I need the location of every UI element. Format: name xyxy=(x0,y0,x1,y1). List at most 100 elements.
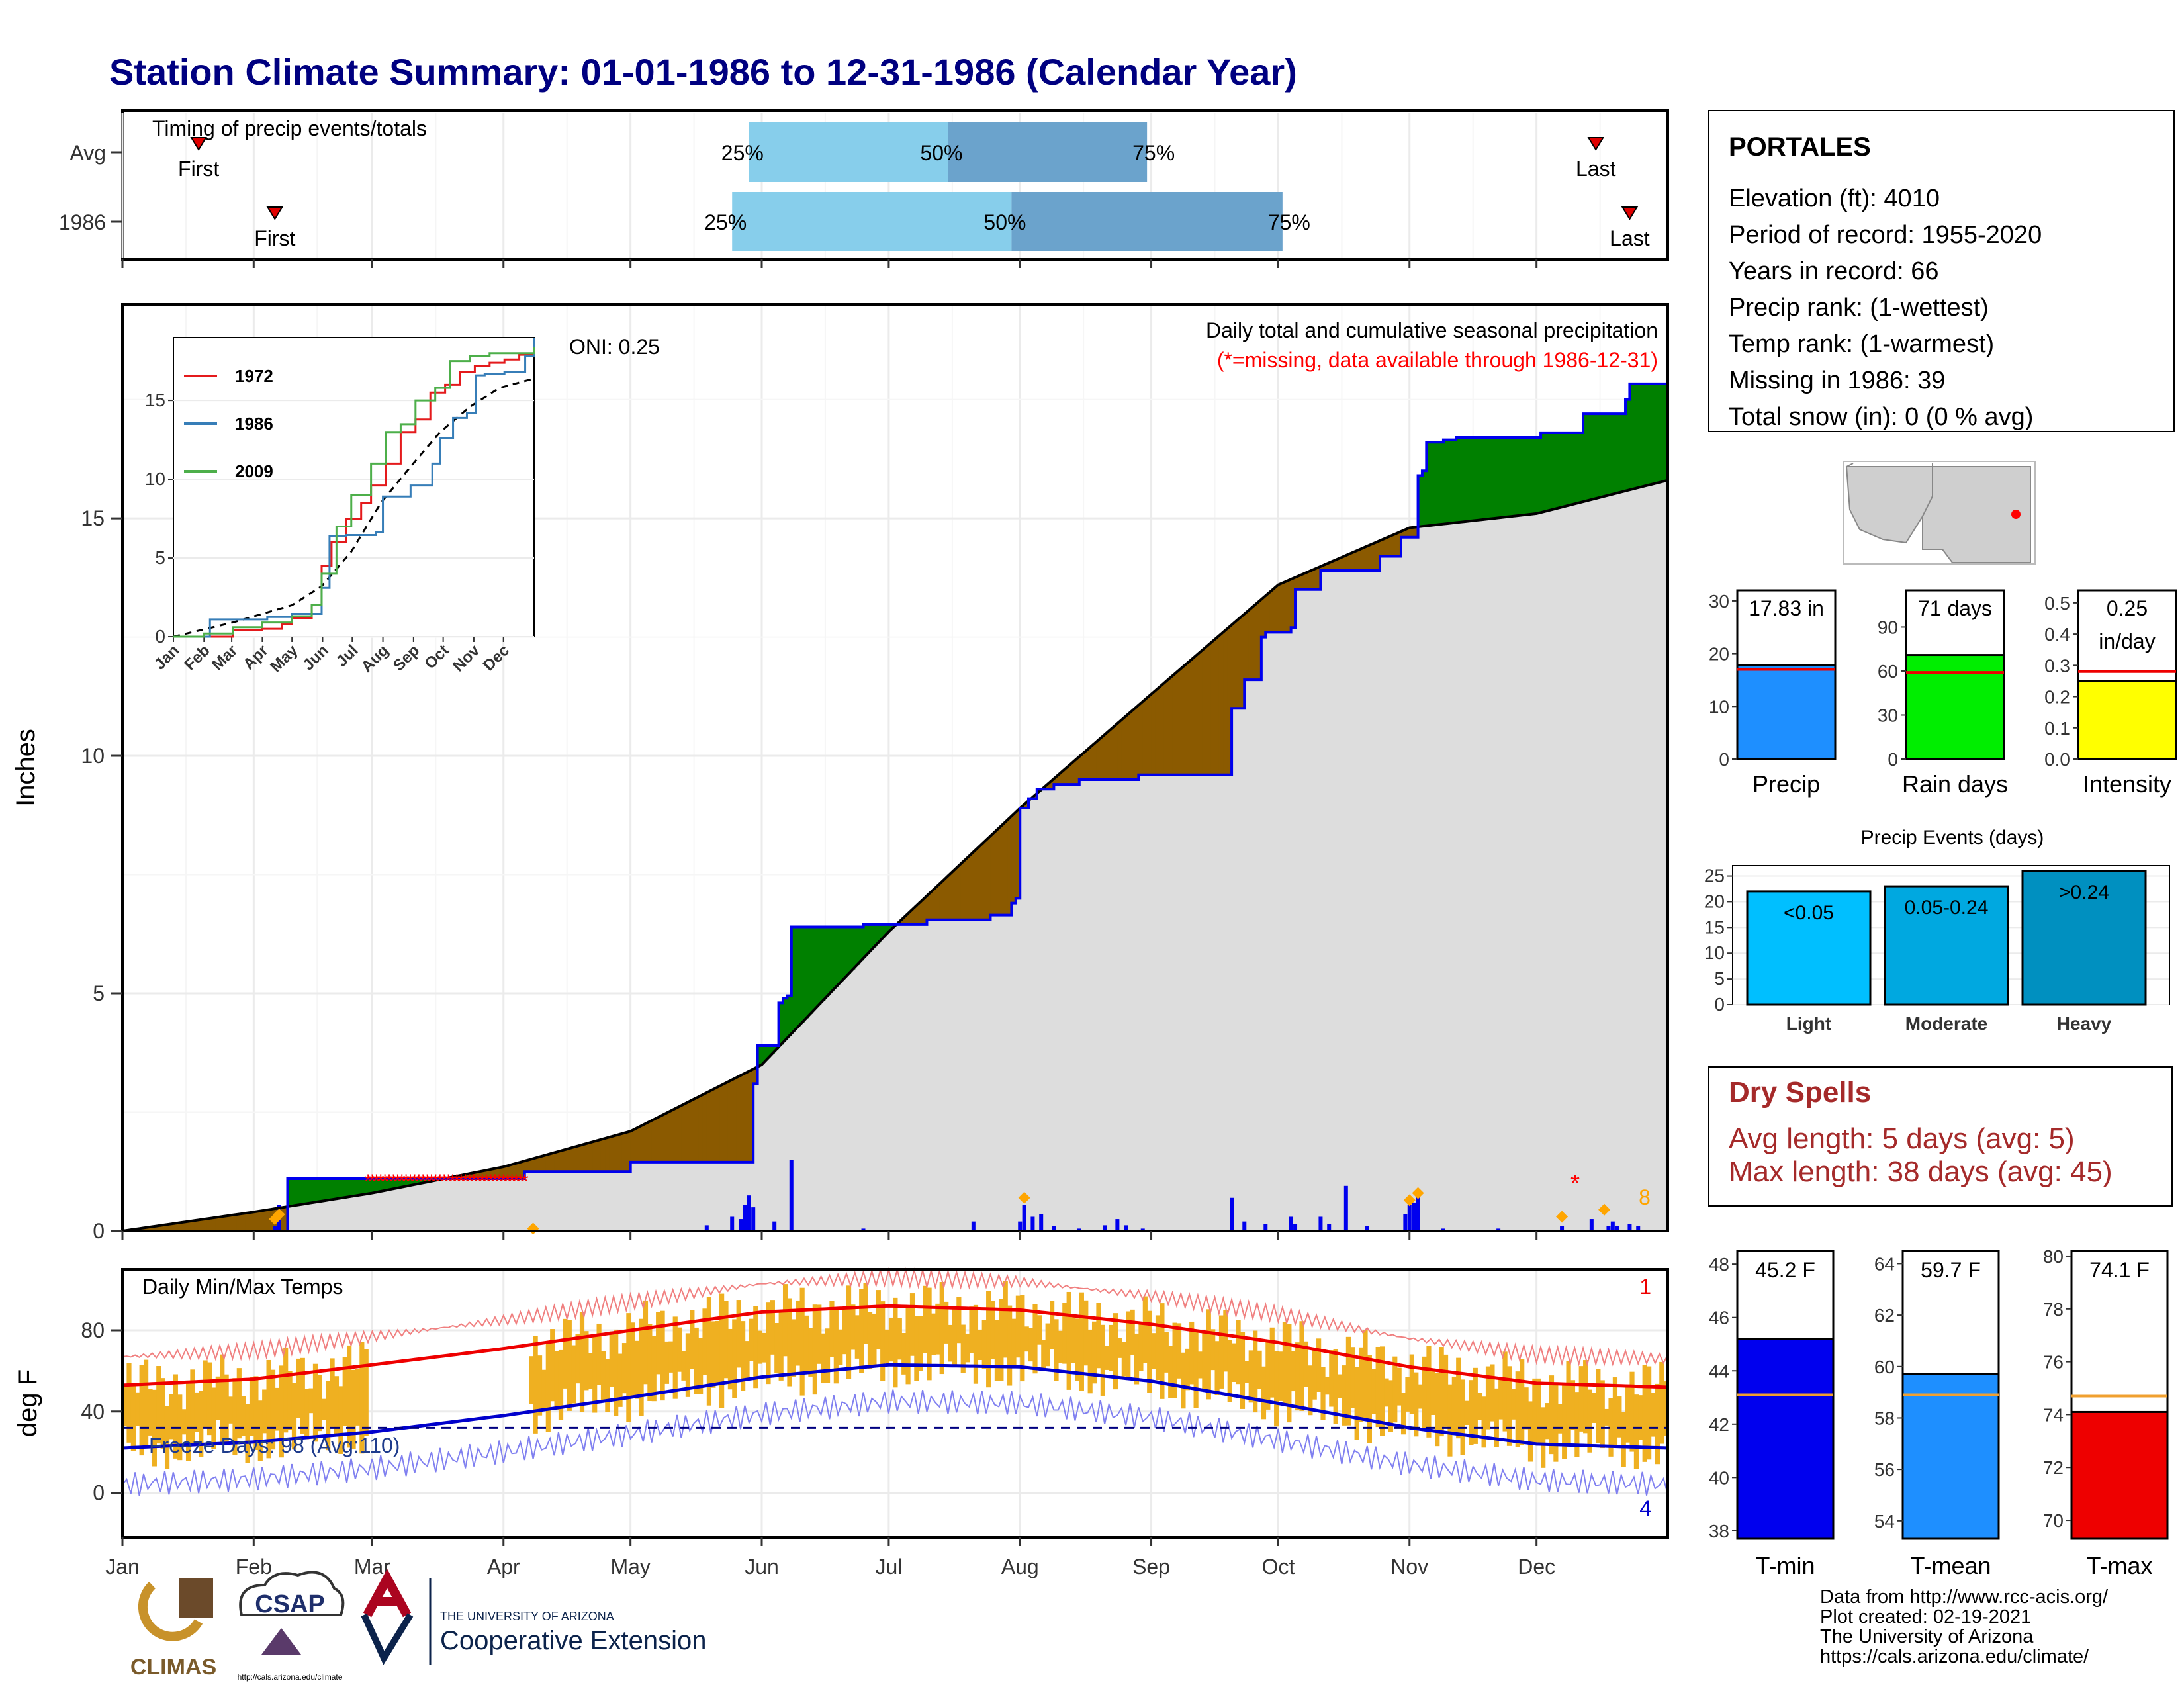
missing-day-marker: * xyxy=(512,1171,520,1193)
first-event-marker-icon xyxy=(266,206,284,220)
temp-daily-range-bar xyxy=(668,1341,674,1373)
precip-below-avg-fill xyxy=(999,826,1004,915)
temp-daily-range-bar xyxy=(1232,1343,1237,1382)
temp-daily-range-bar xyxy=(939,1282,944,1375)
dry-spells-title: Dry Spells xyxy=(1729,1076,1871,1109)
precip-below-avg-fill xyxy=(1295,576,1300,590)
temp-daily-range-bar xyxy=(685,1333,691,1397)
temp-daily-range-bar xyxy=(803,1315,809,1371)
precip-below-avg-fill xyxy=(905,913,911,925)
footer-credits: Data from http://www.rcc-acis.org/ Plot … xyxy=(1820,1586,2109,1667)
station-info-box: PORTALES Elevation (ft): 4010 Period of … xyxy=(1708,110,2175,432)
timing-last-label: Last xyxy=(1576,157,1616,181)
temp-daily-range-bar xyxy=(1460,1379,1465,1455)
events-bar-label: <0.05 xyxy=(1784,902,1834,924)
temp-daily-range-bar xyxy=(923,1285,928,1353)
precip-below-avg-fill xyxy=(1134,707,1139,780)
precip-daily-bar xyxy=(730,1216,735,1231)
precip-below-avg-fill xyxy=(1032,795,1038,799)
precip-below-avg-fill xyxy=(668,1111,674,1162)
temp-daily-range-bar xyxy=(533,1336,538,1434)
precip-below-avg-fill xyxy=(508,1165,513,1179)
precip-above-avg-fill xyxy=(372,1179,377,1193)
precip-yticks: 0 5 10 15 xyxy=(81,506,122,1243)
freeze-days-label: Freeze Days: 98 (Avg:110) xyxy=(149,1434,400,1457)
temp-daily-range-bar xyxy=(592,1334,598,1413)
precip-below-avg-fill xyxy=(901,917,907,925)
timing-rows: Avg 25% 50% 75% First Last 1986 25% 50% 75% First L… xyxy=(59,122,1650,251)
precip-below-avg-fill xyxy=(1354,551,1359,571)
timing-bar-50-75 xyxy=(948,122,1148,182)
precip-below-avg-fill xyxy=(156,1226,161,1231)
missing-day-marker: * xyxy=(432,1171,440,1193)
temp-daily-range-bar xyxy=(1312,1348,1317,1400)
precip-below-avg-fill xyxy=(1214,637,1220,775)
temp-daily-range-bar xyxy=(1206,1309,1211,1400)
precip-below-avg-fill xyxy=(994,830,999,915)
temp-daily-range-bar xyxy=(584,1331,589,1391)
temp-daily-range-bar xyxy=(334,1376,340,1434)
temp-daily-range-bar xyxy=(1469,1380,1474,1445)
precip-above-avg-fill xyxy=(1557,432,1563,508)
precip-daily-bar xyxy=(1018,1221,1023,1231)
precip-below-avg-fill xyxy=(1218,633,1224,775)
precip-below-avg-fill xyxy=(185,1221,191,1231)
precip-below-avg-fill xyxy=(1257,601,1262,680)
precip-above-avg-fill xyxy=(342,1179,347,1198)
temp-daily-range-bar xyxy=(1520,1359,1525,1445)
temp-daily-range-bar xyxy=(1456,1357,1461,1439)
temp-daily-range-bar xyxy=(1600,1380,1605,1449)
precip-daily-bar xyxy=(1318,1216,1323,1231)
precip-above-avg-fill xyxy=(338,1179,343,1199)
temp-daily-range-bar xyxy=(931,1313,936,1355)
precip-below-avg-fill xyxy=(148,1226,153,1231)
precip-below-avg-fill xyxy=(563,1150,568,1172)
temp-daily-range-bar xyxy=(1176,1323,1182,1379)
month-axis-label: Aug xyxy=(1001,1555,1039,1578)
temp-daily-range-bar xyxy=(1028,1328,1034,1362)
missing-day-marker: * xyxy=(394,1171,402,1193)
precip-above-avg-fill xyxy=(1430,442,1435,526)
precip-above-avg-fill xyxy=(334,1179,339,1199)
precip-below-avg-fill xyxy=(482,1170,487,1179)
precip-above-avg-fill xyxy=(1532,437,1537,514)
precip-above-avg-fill xyxy=(1608,414,1614,495)
temp-side-ytick-label: 60 xyxy=(1874,1357,1895,1377)
precip-daily-bar xyxy=(1627,1224,1632,1231)
precip-below-avg-fill xyxy=(651,1119,657,1162)
temp-daily-range-bar xyxy=(617,1353,623,1407)
precip-below-avg-fill xyxy=(524,1160,529,1172)
temp-average-min-line xyxy=(122,1363,1668,1450)
temp-daily-range-bar xyxy=(1541,1407,1546,1468)
precip-panel: ************************************** 0… xyxy=(11,303,1669,1243)
precip-below-avg-fill xyxy=(520,1162,525,1179)
precip-daily-bar xyxy=(1560,1226,1565,1231)
missing-day-marker: * xyxy=(419,1171,427,1193)
temp-average-max-line xyxy=(122,1304,1668,1389)
temp-daily-range-bar xyxy=(194,1392,199,1432)
precip-below-avg-fill xyxy=(1109,729,1114,780)
missing-day-marker: * xyxy=(377,1171,385,1193)
precip-daily-bar xyxy=(1606,1226,1611,1231)
missing-day-marker: * xyxy=(369,1171,377,1193)
precip-daily-bar xyxy=(751,1207,756,1231)
temp-daily-range-bar xyxy=(986,1291,991,1388)
temp-daily-bars xyxy=(122,1281,1668,1469)
temp-daily-range-bar xyxy=(833,1310,839,1384)
temp-daily-range-bar xyxy=(884,1329,889,1363)
precip-above-avg-fill xyxy=(1435,442,1440,525)
temp-daily-range-bar xyxy=(550,1329,555,1402)
temp-daily-range-bar xyxy=(719,1293,725,1408)
precip-below-avg-fill xyxy=(1151,692,1156,775)
precip-below-avg-fill xyxy=(660,1115,665,1162)
station-name: PORTALES xyxy=(1729,132,1871,161)
precip-daily-bar xyxy=(1039,1214,1044,1231)
precip-daily-bar xyxy=(1052,1226,1056,1231)
temp-daily-range-bar xyxy=(1473,1367,1478,1444)
temp-daily-range-bar xyxy=(761,1332,767,1363)
temp-daily-range-bar xyxy=(1282,1322,1288,1405)
temp-lines xyxy=(122,1267,1668,1496)
temp-daily-range-bar xyxy=(1291,1351,1296,1392)
temp-daily-range-bar xyxy=(1202,1331,1207,1390)
precip-below-avg-fill xyxy=(1062,769,1068,785)
